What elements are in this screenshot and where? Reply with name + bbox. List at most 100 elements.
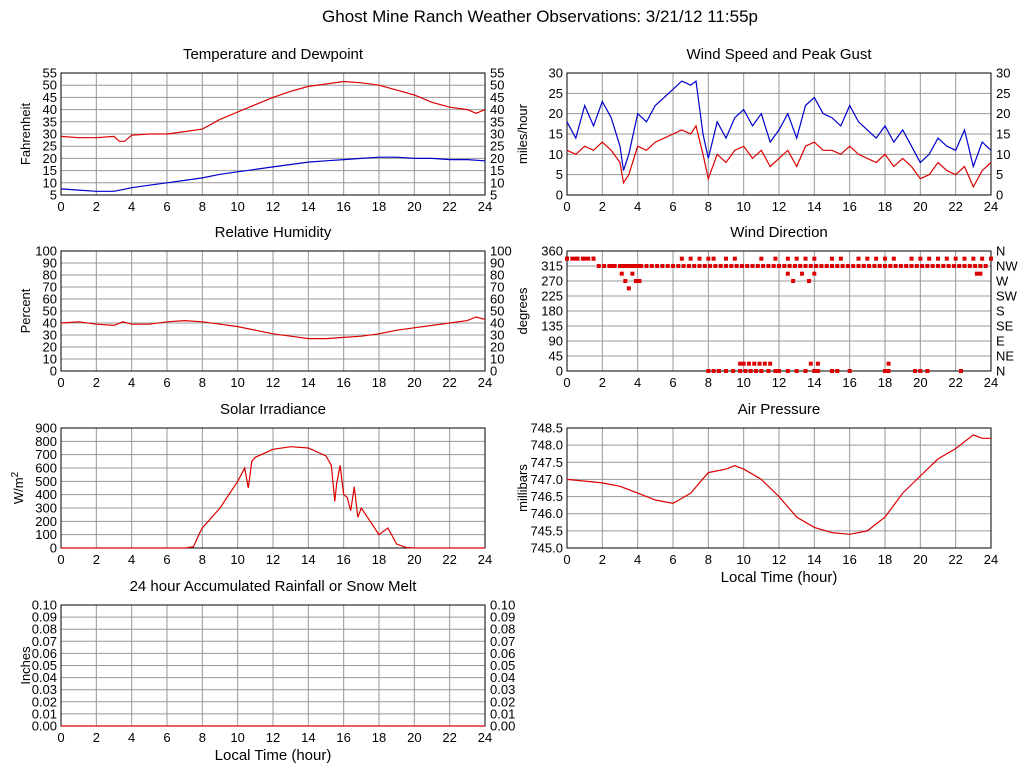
wdir-point (757, 361, 762, 366)
solar-xtick-label: 24 (478, 552, 492, 567)
temp-ytick-label: 15 (43, 163, 57, 178)
rain-xtick-label: 10 (230, 730, 244, 745)
temp-xtick-label: 2 (93, 199, 100, 214)
wdir-point (898, 264, 903, 268)
rh-ytick-right-label: 0 (490, 364, 497, 379)
wdir-ytick-label: 180 (541, 304, 563, 319)
wdir-point (746, 361, 751, 366)
solar-ytick-label: 500 (35, 474, 57, 489)
wind-title: Wind Speed and Peak Gust (686, 46, 872, 63)
wdir-point (612, 264, 617, 268)
wdir-point (688, 256, 693, 261)
wind-ytick-right-label: 15 (996, 127, 1010, 142)
rh-ytick-right-label: 20 (490, 340, 504, 355)
wdir-point (628, 264, 633, 268)
wdir-point (591, 256, 596, 261)
rh-xtick-label: 12 (266, 375, 280, 390)
wdir-point (711, 256, 716, 261)
wdir-point (883, 264, 887, 268)
wdir-point (925, 264, 930, 268)
rh-series-line (60, 316, 486, 340)
rain-xtick-label: 16 (336, 730, 350, 745)
wdir-xtick-label: 16 (842, 375, 856, 390)
wdir-ytick-label: 135 (541, 319, 563, 334)
wdir-point (847, 369, 852, 373)
wind-frame (566, 72, 992, 196)
wdir-point (962, 256, 967, 261)
solar-ytick-label: 600 (35, 461, 57, 476)
pressure-ytick-label: 745.5 (530, 523, 563, 538)
solar-ytick-label: 700 (35, 447, 57, 462)
pressure-xtick-label: 8 (705, 552, 712, 567)
wind-xtick-label: 10 (736, 199, 750, 214)
wdir-point (777, 264, 781, 268)
rain-ytick-label: 0.10 (32, 598, 57, 613)
pressure-xtick-label: 16 (842, 552, 856, 567)
wdir-point (732, 256, 737, 261)
wdir-point (609, 264, 614, 268)
wdir-point (718, 264, 723, 268)
solar-xtick-label: 22 (442, 552, 456, 567)
temp-xtick-label: 14 (301, 199, 315, 214)
wdir-ytick-label: 315 (541, 259, 563, 274)
wdir-point (570, 256, 575, 261)
rh-ytick-label: 70 (43, 280, 57, 295)
wdir-ylabel: degrees (515, 287, 530, 334)
wdir-point (812, 256, 817, 261)
wdir-xtick-label: 10 (736, 375, 750, 390)
temp-ytick-label: 40 (43, 102, 57, 117)
pressure-ytick-label: 746.5 (530, 489, 563, 504)
wdir-ytick-right-label: SW (996, 289, 1018, 304)
rain-xtick-label: 14 (301, 730, 315, 745)
solar-title: Solar Irradiance (220, 401, 326, 418)
wdir-point (803, 264, 808, 268)
solar-xtick-label: 14 (301, 552, 315, 567)
wdir-point (602, 264, 607, 268)
wdir-point (814, 264, 819, 268)
pressure-xtick-label: 10 (736, 552, 750, 567)
wdir-point (741, 361, 746, 366)
rh-ytick-right-label: 50 (490, 304, 504, 319)
temp-xtick-label: 6 (163, 199, 170, 214)
temp-ytick-label: 30 (43, 127, 57, 142)
wdir-point (738, 361, 743, 366)
wdir-point (893, 264, 898, 268)
rain-ytick-label: 0.09 (32, 610, 57, 625)
wdir-point (626, 286, 631, 291)
wdir-point (815, 361, 820, 366)
rain-ytick-right-label: 0.02 (490, 694, 515, 709)
wdir-point (872, 264, 877, 268)
wind-ytick-right-label: 20 (996, 106, 1010, 121)
wdir-point (867, 264, 872, 268)
wdir-point (565, 256, 569, 261)
temp-ytick-label: 55 (43, 66, 57, 81)
rain-ytick-label: 0.05 (32, 658, 57, 673)
rain-xtick-label: 4 (128, 730, 135, 745)
wdir-point (618, 264, 622, 268)
rh-ytick-label: 0 (50, 364, 57, 379)
rh-ytick-label: 20 (43, 340, 57, 355)
wdir-point (738, 369, 743, 373)
solar-ytick-label: 400 (35, 487, 57, 502)
temp-series-line (60, 156, 486, 192)
wdir-point (773, 256, 778, 261)
wdir-point (803, 369, 808, 373)
wdir-ytick-label: 225 (541, 289, 563, 304)
wdir-point (787, 264, 792, 268)
temp-ytick-right-label: 35 (490, 114, 504, 129)
wdir-ytick-right-label: N (996, 364, 1005, 379)
wdir-point (711, 369, 716, 373)
wdir-point (794, 256, 799, 261)
solar-xtick-label: 6 (163, 552, 170, 567)
rain-ytick-label: 0.06 (32, 646, 57, 661)
wdir-point (974, 271, 979, 276)
wind-ytick-label: 15 (549, 127, 563, 142)
wdir-xtick-label: 8 (705, 375, 712, 390)
rh-ytick-right-label: 40 (490, 316, 504, 331)
wind-xtick-label: 4 (634, 199, 641, 214)
wdir-point (930, 264, 935, 268)
rh-ytick-label: 50 (43, 304, 57, 319)
rain-ytick-right-label: 0.06 (490, 646, 515, 661)
wdir-point (851, 264, 856, 268)
